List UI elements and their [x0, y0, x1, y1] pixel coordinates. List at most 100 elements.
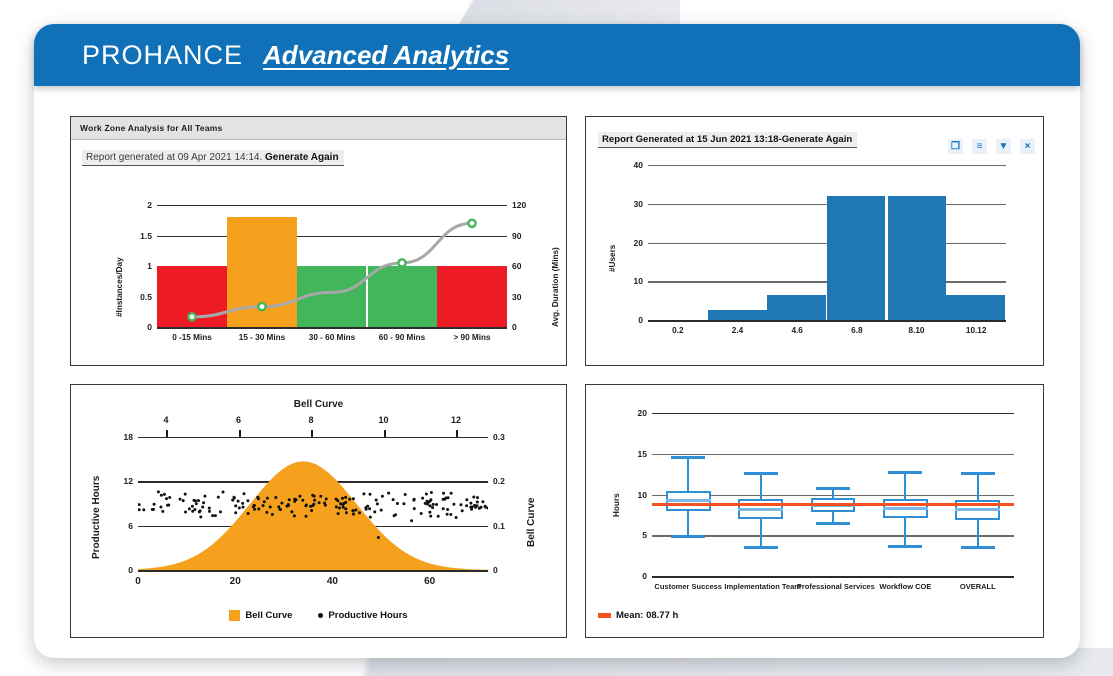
y-tick-label: 20: [633, 237, 643, 248]
y-tick-label: 0: [147, 322, 152, 332]
y-tick-label: 0: [642, 571, 647, 581]
legend-dot: [318, 613, 324, 618]
whisker-cap-bottom: [671, 534, 706, 538]
top-axis-tick: [166, 429, 168, 437]
top-axis-tick-label: 6: [235, 414, 242, 425]
panel-hours-boxplot: 0 5 10 15 20 Customer Success Implementation T…: [585, 384, 1044, 638]
copy-icon[interactable]: ❐: [948, 139, 963, 154]
x-axis-line: [648, 320, 1006, 322]
x-tick-label: 0: [135, 576, 141, 587]
brand-logo: PROHANCE: [82, 39, 244, 70]
bar: [437, 266, 507, 327]
y-tick-label: 10: [633, 276, 643, 287]
x-tick-label: 60 - 90 Mins: [378, 333, 426, 342]
close-icon[interactable]: ×: [1020, 139, 1035, 154]
whisker-cap-bottom: [815, 521, 851, 525]
filter-icon[interactable]: ▼: [996, 139, 1011, 154]
bar: [827, 196, 887, 320]
y-tick-label: 10: [637, 489, 647, 500]
bell-curve-y2-axis-label: Bell Curve: [526, 497, 537, 547]
app-header: PROHANCE Advanced Analytics: [34, 24, 1080, 86]
whisker-cap-top: [960, 471, 995, 475]
y-tick-label: 30: [633, 198, 643, 209]
hours-boxplot-chart: 0 5 10 15 20 Customer Success Implementation T…: [638, 408, 1014, 591]
gridline: [652, 453, 1014, 456]
x-axis-line: [652, 576, 1014, 578]
gridline-top: [138, 437, 488, 439]
y-tick-label: 5: [642, 530, 647, 541]
y2-tick-label: 0.2: [493, 476, 505, 487]
bell-curve-chart-title: Bell Curve: [293, 399, 344, 410]
mean-line-swatch: [598, 613, 611, 618]
x-tick-label: 2.4: [731, 326, 744, 335]
bar-separator: [885, 196, 889, 320]
gridline: [652, 535, 1014, 537]
x-tick-label: 0 -15 Mins: [172, 333, 212, 342]
legend-swatch: [229, 610, 241, 621]
generate-again-link[interactable]: Generate Again: [265, 152, 339, 163]
y-tick-label: 12: [123, 476, 133, 487]
panel-toolbar: ❐ ≡ ▼ ×: [948, 139, 1035, 154]
x-tick-label: 6.8: [851, 326, 863, 335]
bar-separator: [366, 266, 368, 327]
y2-tick-label: 120: [512, 200, 527, 210]
median-line: [665, 499, 711, 502]
histogram-report-text[interactable]: Report Generated at 15 Jun 2021 13:18-Ge…: [598, 132, 858, 148]
top-axis-tick-label: 12: [450, 414, 462, 425]
y2-tick-label: 0: [512, 322, 517, 332]
y2-tick-label: 0.3: [493, 432, 505, 442]
x-tick-label: OVERALL: [959, 582, 996, 591]
y-tick-label: 1: [147, 261, 152, 271]
bar: [367, 266, 437, 327]
y2-tick-label: 0.1: [493, 520, 505, 531]
bell-curve-chart: 0 0 6 0.1 12 0.2 18 0.3 4 6 8 10 12 0 20 40 60: [124, 415, 505, 588]
x-tick-label: 60: [424, 576, 436, 587]
list-icon[interactable]: ≡: [972, 139, 987, 154]
report-generated-text: Report generated at 09 Apr 2021 14:14.: [86, 152, 263, 163]
whisker-cap-top: [888, 470, 923, 474]
x-tick-label: 10.12: [965, 326, 987, 335]
y-tick-label: 40: [633, 160, 643, 170]
y-tick-label: 2: [147, 200, 152, 210]
top-axis-tick-label: 4: [163, 414, 169, 425]
top-axis-tick: [456, 429, 458, 437]
y2-tick-label: 90: [512, 230, 522, 241]
y-tick-label: 6: [128, 520, 133, 531]
mean-line-label: Mean: 08.77 h: [616, 610, 679, 621]
bar: [707, 310, 767, 320]
panel-work-zone-analysis: Work Zone Analysis for All Teams Report …: [70, 116, 567, 366]
panel-bell-curve: Bell Curve 0 0 6 0.1 12 0.2 18 0.3 4 6 8 10 12 0 20 40 6…: [70, 384, 567, 638]
median-line: [882, 507, 928, 510]
y-tick-label: 18: [123, 432, 133, 442]
median-line: [738, 508, 784, 511]
histogram-report-line[interactable]: Report Generated at 15 Jun 2021 13:18-Ge…: [598, 129, 858, 148]
legend-label: Bell Curve: [245, 610, 293, 621]
y-tick-label: 0.5: [140, 291, 152, 302]
gridline: [652, 413, 1014, 415]
x-axis-line: [157, 327, 507, 329]
mean-line: [652, 503, 1014, 507]
work-zone-y2-axis-label: Avg. Duration (Mins): [551, 247, 560, 327]
work-zone-y-axis-label: #Instances/Day: [115, 257, 124, 317]
app-card: PROHANCE Advanced Analytics Work Zone An…: [34, 24, 1080, 658]
legend-label: Productive Hours: [328, 610, 408, 621]
x-tick-label: 40: [326, 576, 338, 587]
x-tick-label: 30 - 60 Mins: [308, 333, 356, 342]
x-tick-label: Implementation Team: [724, 582, 801, 591]
work-zone-report-line[interactable]: Report generated at 09 Apr 2021 14:14. G…: [82, 147, 344, 166]
whisker-cap-bottom: [960, 545, 995, 549]
bar: [946, 294, 1006, 320]
whisker-cap-top: [815, 487, 851, 491]
legend-item: Productive Hours: [318, 610, 408, 621]
y-tick-label: 15: [637, 448, 647, 459]
x-tick-label: 20: [229, 576, 241, 587]
bar: [767, 294, 827, 320]
whisker-cap-top: [671, 456, 706, 460]
top-axis-tick-label: 8: [308, 414, 314, 425]
x-axis-line: [138, 570, 488, 572]
whisker-cap-top: [743, 471, 778, 475]
x-tick-label: 8.10: [908, 326, 925, 335]
x-tick-label: > 90 Mins: [453, 333, 491, 342]
bell-curve-legend: Bell Curve Productive Hours: [71, 610, 566, 621]
top-axis-tick-label: 10: [378, 414, 389, 425]
